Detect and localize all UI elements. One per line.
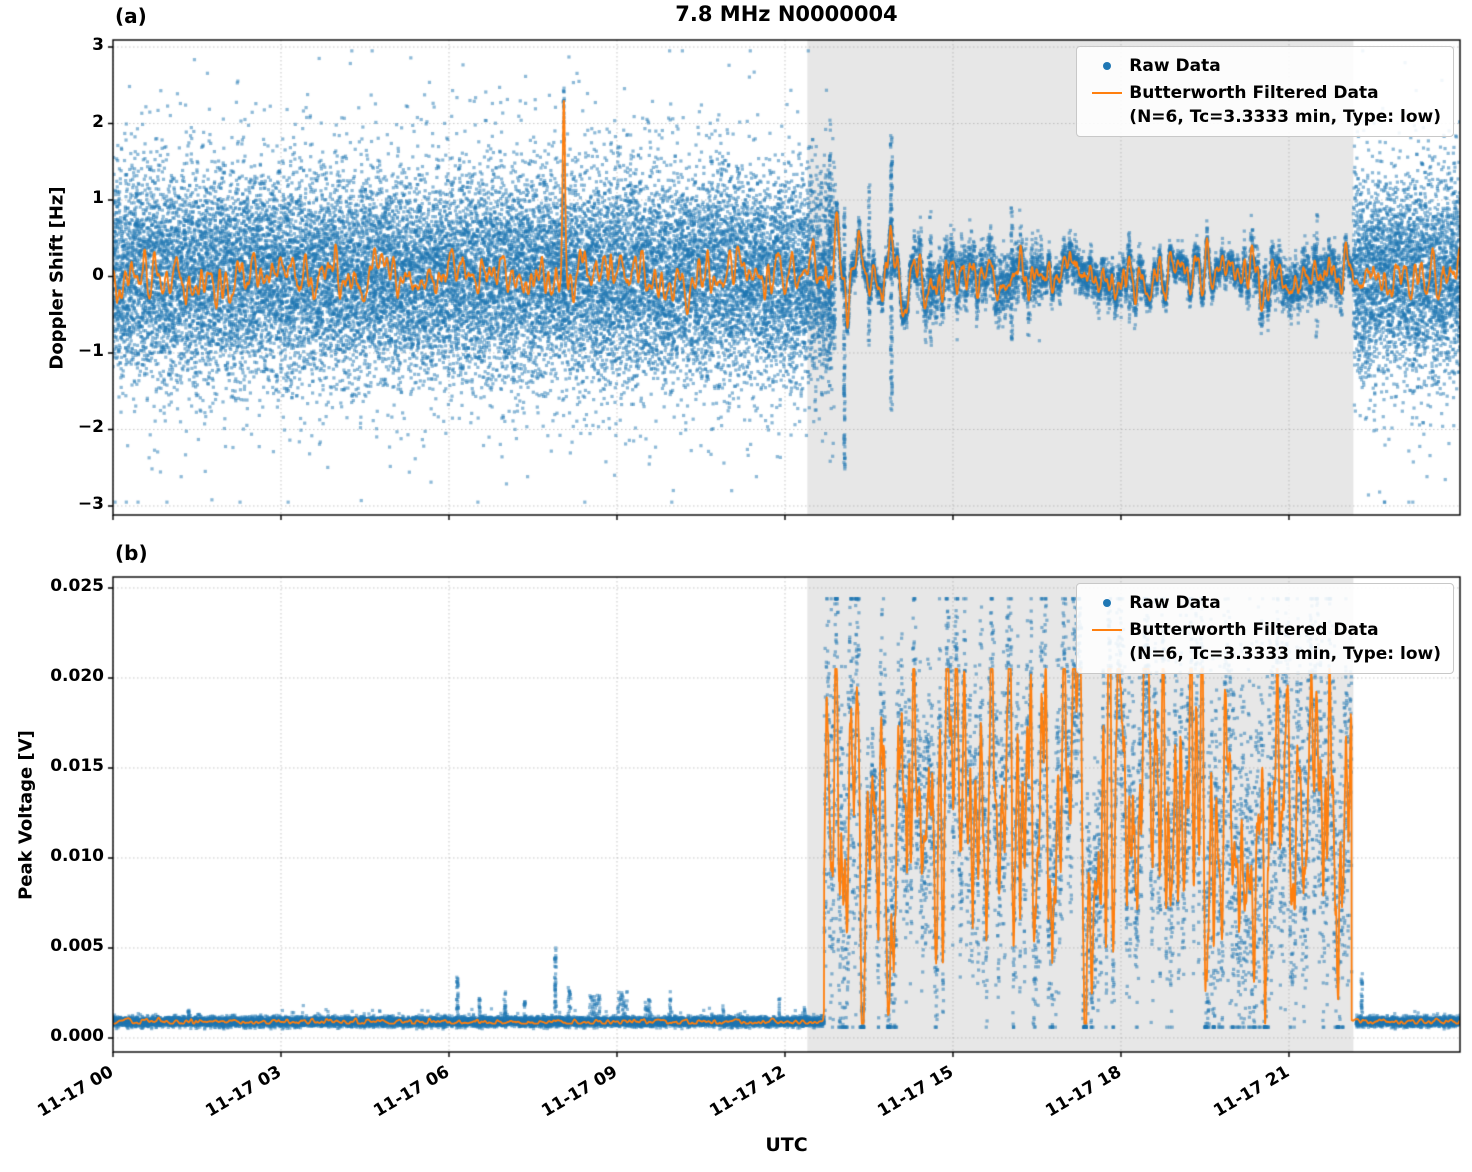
legend-entry-filtered: Butterworth Filtered Data (N=6, Tc=3.333… [1085,81,1441,129]
y-tick-label: 1 [92,188,104,209]
y-tick-label: 2 [92,111,104,132]
legend-filtered-params: (N=6, Tc=3.3333 min, Type: low) [1129,107,1441,127]
legend-panel-b: Raw Data Butterworth Filtered Data (N=6,… [1076,583,1454,674]
filtered-line-marker-icon [1085,81,1129,105]
panel-a-label: (a) [115,4,147,28]
filtered-line-marker-icon [1085,618,1129,642]
legend-raw-label: Raw Data [1129,56,1221,76]
legend-entry-filtered: Butterworth Filtered Data (N=6, Tc=3.333… [1085,618,1441,666]
legend-entry-raw: Raw Data [1085,591,1441,615]
figure-title: 7.8 MHz N0000004 [675,2,898,26]
raw-data-marker-icon [1085,591,1129,615]
y-tick-label: −3 [77,493,104,514]
legend-filtered-label: Butterworth Filtered Data [1129,83,1379,103]
legend-panel-a: Raw Data Butterworth Filtered Data (N=6,… [1076,46,1454,137]
x-axis-label: UTC [765,1134,808,1156]
y-tick-label: −1 [77,340,104,361]
y-tick-label: 0.005 [50,935,104,956]
y-tick-label: −2 [77,417,104,438]
legend-entry-raw: Raw Data [1085,54,1441,78]
raw-data-marker-icon [1085,54,1129,78]
y-tick-label: 0.025 [50,575,104,596]
panel-b-y-axis-label: Peak Voltage [V] [15,730,37,900]
y-tick-label: 3 [92,35,104,56]
legend-raw-label: Raw Data [1129,593,1221,613]
y-tick-label: 0.010 [50,845,104,866]
y-tick-label: 0.020 [50,665,104,686]
panel-b-label: (b) [115,541,148,565]
legend-filtered-params: (N=6, Tc=3.3333 min, Type: low) [1129,644,1441,664]
legend-filtered-label: Butterworth Filtered Data [1129,620,1379,640]
y-tick-label: 0 [92,264,104,285]
y-tick-label: 0.015 [50,755,104,776]
y-tick-label: 0.000 [50,1025,104,1046]
